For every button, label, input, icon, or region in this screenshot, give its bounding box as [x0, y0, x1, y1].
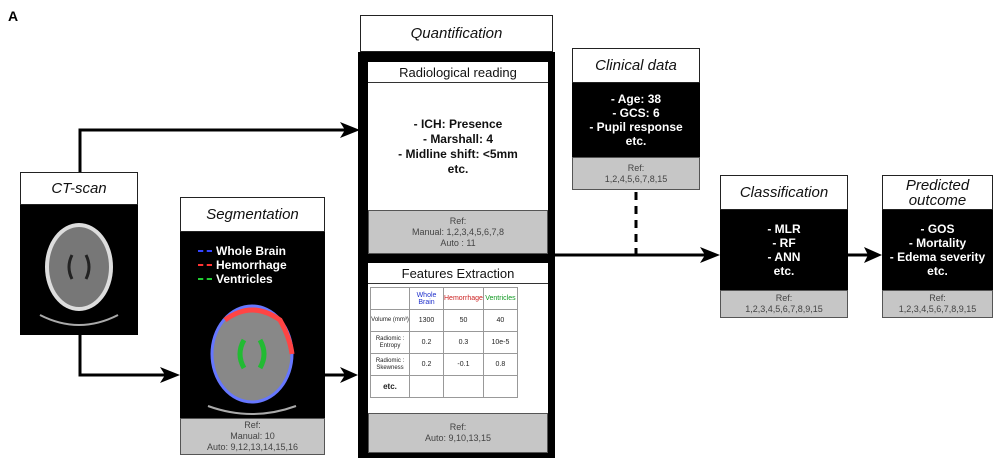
panel-body: - ICH: Presence - Marshall: 4 - Midline …: [368, 83, 548, 210]
table-cell: 50: [444, 310, 484, 332]
ref-line: Auto : 11: [440, 238, 475, 249]
item: - GOS: [920, 222, 954, 236]
item: - GCS: 6: [612, 106, 659, 120]
ref-line: Auto: 9,12,13,14,15,16: [207, 442, 298, 453]
table-cell: 1300: [410, 310, 444, 332]
classification-ref: Ref: 1,2,3,4,5,6,7,8,9,15: [720, 290, 848, 318]
table-cell: [444, 376, 484, 398]
ref-line: Auto: 9,10,13,15: [425, 433, 491, 444]
row-label: etc.: [371, 376, 410, 398]
ref-line: 1,2,3,4,5,6,7,8,9,15: [745, 304, 823, 315]
item: - ANN: [768, 250, 801, 264]
ref-line: Ref:: [929, 293, 946, 304]
outcome-title: Predicted outcome: [882, 175, 993, 210]
table-cell: 10e-5: [483, 332, 517, 354]
table-cell: 40: [483, 310, 517, 332]
panel-header: Features Extraction: [368, 263, 548, 284]
ct-image: [20, 205, 138, 335]
item: - MLR: [767, 222, 800, 236]
table-row: Volume (mm³) 1300 50 40: [371, 310, 518, 332]
table-cell: 0.8: [483, 354, 517, 376]
legend-label: Whole Brain: [216, 244, 286, 258]
clinical-title: Clinical data: [572, 48, 700, 83]
ref-line: Ref:: [450, 216, 467, 227]
table-row: Radiomic : Skewness 0.2 -0.1 0.8: [371, 354, 518, 376]
legend-item: Whole Brain: [198, 244, 287, 258]
ref-line: Ref:: [628, 163, 645, 174]
figure-label: A: [8, 8, 18, 24]
segmentation-ref: Ref: Manual: 10 Auto: 9,12,13,14,15,16: [180, 418, 325, 455]
table-cell: 0.3: [444, 332, 484, 354]
table-row: etc.: [371, 376, 518, 398]
table-cell: 0.2: [410, 332, 444, 354]
legend-item: Hemorrhage: [198, 258, 287, 272]
ref-line: Ref:: [776, 293, 793, 304]
quantification-title: Quantification: [360, 15, 553, 52]
panel-ref: Ref: Auto: 9,10,13,15: [368, 413, 548, 453]
table-row: Radiomic : Entropy 0.2 0.3 10e-5: [371, 332, 518, 354]
segmentation-title: Segmentation: [180, 197, 325, 232]
table-header: Ventricles: [483, 288, 517, 310]
clinical-body: - Age: 38 - GCS: 6 - Pupil response etc.: [572, 83, 700, 157]
radiological-panel: Radiological reading - ICH: Presence - M…: [368, 62, 548, 254]
segmentation-image: Whole Brain Hemorrhage Ventricles: [180, 232, 325, 418]
row-label: Volume (mm³): [371, 310, 410, 332]
legend-item: Ventricles: [198, 272, 287, 286]
item: - RF: [772, 236, 795, 250]
ref-line: Manual: 10: [230, 431, 275, 442]
finding: - Midline shift: <5mm: [398, 147, 518, 162]
brain-image: [20, 205, 138, 335]
ref-line: Ref:: [244, 420, 261, 431]
ref-line: 1,2,4,5,6,7,8,15: [605, 174, 668, 185]
segmented-brain: [180, 298, 325, 418]
classification-title: Classification: [720, 175, 848, 210]
features-table: Whole Brain Hemorrhage Ventricles Volume…: [370, 287, 518, 398]
panel-header: Radiological reading: [368, 62, 548, 83]
outcome-body: - GOS - Mortality - Edema severity etc.: [882, 210, 993, 290]
finding: - ICH: Presence: [414, 117, 503, 132]
item: etc.: [927, 264, 948, 278]
table-cell: [410, 376, 444, 398]
ref-line: Ref:: [450, 422, 467, 433]
diagram: A CT-scan Segmentation Whole Brain Hemor…: [0, 0, 998, 462]
table-cell: 0.2: [410, 354, 444, 376]
panel-ref: Ref: Manual: 1,2,3,4,5,6,7,8 Auto : 11: [368, 210, 548, 254]
legend: Whole Brain Hemorrhage Ventricles: [198, 244, 287, 286]
row-label: Radiomic : Entropy: [371, 332, 410, 354]
table-cell: [483, 376, 517, 398]
outcome-ref: Ref: 1,2,3,4,5,6,7,8,9,15: [882, 290, 993, 318]
ct-title: CT-scan: [20, 172, 138, 205]
item: - Edema severity: [890, 250, 985, 264]
table-header: Hemorrhage: [444, 288, 484, 310]
item: - Mortality: [909, 236, 966, 250]
clinical-ref: Ref: 1,2,4,5,6,7,8,15: [572, 157, 700, 190]
item: etc.: [626, 134, 647, 148]
table-header: Whole Brain: [410, 288, 444, 310]
finding: etc.: [448, 162, 469, 177]
table-cell: [371, 288, 410, 310]
legend-label: Hemorrhage: [216, 258, 287, 272]
ref-line: 1,2,3,4,5,6,7,8,9,15: [899, 304, 977, 315]
features-table-wrap: Whole Brain Hemorrhage Ventricles Volume…: [370, 287, 518, 398]
arrow-line: [80, 130, 346, 172]
ref-line: Manual: 1,2,3,4,5,6,7,8: [412, 227, 504, 238]
finding: - Marshall: 4: [423, 132, 493, 147]
item: etc.: [774, 264, 795, 278]
legend-label: Ventricles: [216, 272, 273, 286]
item: - Age: 38: [611, 92, 661, 106]
table-cell: -0.1: [444, 354, 484, 376]
classification-body: - MLR - RF - ANN etc.: [720, 210, 848, 290]
table-row: Whole Brain Hemorrhage Ventricles: [371, 288, 518, 310]
row-label: Radiomic : Skewness: [371, 354, 410, 376]
item: - Pupil response: [589, 120, 682, 134]
arrow-line: [80, 335, 166, 375]
features-panel: Features Extraction Whole Brain Hemorrha…: [368, 263, 548, 453]
